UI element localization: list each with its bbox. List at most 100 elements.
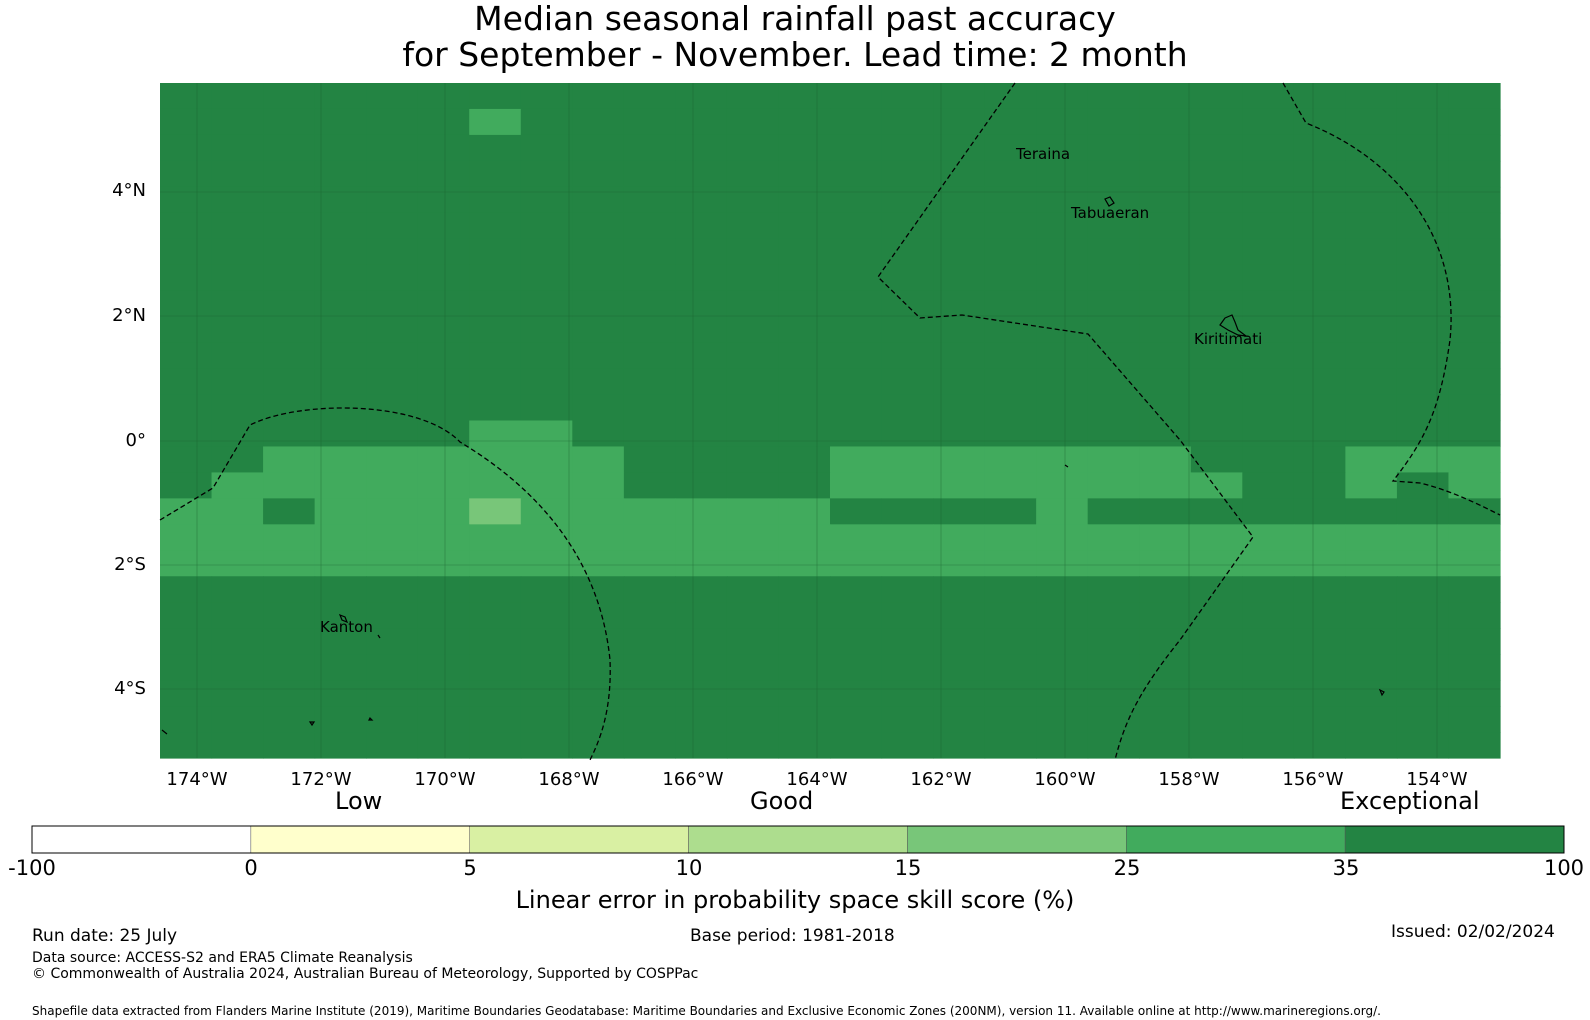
skill-cell — [933, 264, 986, 292]
skill-cell — [881, 472, 934, 499]
skill-cell — [314, 238, 367, 266]
skill-cell — [623, 186, 676, 214]
skill-cell — [933, 134, 986, 162]
skill-cell — [1345, 524, 1398, 551]
skill-cell — [675, 134, 728, 162]
skill-cell — [469, 134, 522, 162]
skill-cell — [726, 342, 780, 370]
skill-cell — [1396, 706, 1450, 733]
skill-cell — [314, 108, 367, 136]
skill-cell — [623, 498, 676, 525]
skill-cell — [314, 706, 367, 733]
skill-cell — [366, 108, 419, 136]
skill-cell — [1396, 732, 1450, 759]
skill-cell — [1087, 498, 1140, 525]
skill-cell — [1293, 212, 1346, 240]
skill-cell — [830, 394, 883, 422]
skill-cell — [314, 654, 367, 681]
skill-cell — [263, 420, 316, 448]
skill-cell — [520, 498, 573, 525]
skill-cell — [778, 420, 831, 448]
skill-cell — [366, 654, 419, 681]
skill-cell — [1293, 550, 1346, 577]
skill-cell — [1396, 160, 1450, 188]
skill-cell — [933, 628, 986, 655]
skill-cell — [675, 472, 728, 499]
skill-cell — [778, 264, 831, 292]
skill-cell — [1087, 134, 1140, 162]
skill-cell — [830, 212, 883, 240]
skill-cell — [520, 602, 573, 629]
skill-cell — [1139, 654, 1192, 681]
skill-cell — [1242, 108, 1295, 136]
skill-cell — [623, 160, 676, 188]
skill-cell — [1242, 524, 1295, 551]
skill-cell — [1242, 186, 1295, 214]
skill-cell — [1036, 290, 1089, 318]
skill-cell — [263, 264, 316, 292]
skill-cell — [366, 212, 419, 240]
skill-cell — [726, 602, 780, 629]
small-island-2 — [308, 721, 316, 727]
skill-cell — [675, 160, 728, 188]
skill-cell — [211, 732, 264, 759]
skill-cell — [984, 498, 1037, 525]
skill-cell — [675, 368, 728, 396]
skill-cell — [572, 732, 625, 759]
skill-cell — [314, 472, 367, 499]
skill-cell — [1448, 368, 1501, 396]
skill-cell — [623, 238, 676, 266]
skill-cell — [1036, 186, 1089, 214]
skill-cell — [211, 212, 264, 240]
skill-cell — [984, 264, 1037, 292]
skill-cell — [1293, 160, 1346, 188]
skill-cell — [314, 134, 367, 162]
skill-cell — [1396, 420, 1450, 448]
skill-cell — [417, 706, 470, 733]
skill-cell — [1139, 732, 1192, 759]
skill-cell — [366, 498, 419, 525]
skill-cell — [1139, 602, 1192, 629]
skill-cell — [984, 212, 1037, 240]
skill-cell — [1242, 420, 1295, 448]
skill-cell — [417, 472, 470, 499]
skill-cell — [1139, 264, 1192, 292]
skill-cell — [933, 290, 986, 318]
skill-cell — [1087, 368, 1140, 396]
skill-cell — [1242, 134, 1295, 162]
skill-cell — [469, 212, 522, 240]
skill-cell — [1345, 238, 1398, 266]
skill-cell — [1087, 290, 1140, 318]
skill-cell — [469, 472, 522, 499]
skill-cell — [623, 706, 676, 733]
lat-tick-4s: 4°S — [114, 678, 146, 699]
skill-cell — [366, 524, 419, 551]
skill-cell — [778, 732, 831, 759]
skill-cell — [520, 134, 573, 162]
skill-cell — [1345, 654, 1398, 681]
skill-cell — [417, 602, 470, 629]
skill-cell — [417, 186, 470, 214]
skill-cell — [1448, 602, 1501, 629]
skill-cell — [830, 550, 883, 577]
skill-cell — [417, 394, 470, 422]
skill-cell — [623, 550, 676, 577]
skill-cell — [830, 498, 883, 525]
map-title-line2: for September - November. Lead time: 2 m… — [402, 35, 1188, 74]
skill-cell — [778, 628, 831, 655]
skill-cell — [1242, 368, 1295, 396]
skill-cell — [984, 550, 1037, 577]
skill-cell — [1087, 186, 1140, 214]
skill-cell — [160, 83, 213, 110]
skill-cell — [469, 394, 522, 422]
skill-cell — [1293, 238, 1346, 266]
skill-cell — [1293, 628, 1346, 655]
skill-cell — [1139, 628, 1192, 655]
skill-cell — [160, 186, 213, 214]
skill-cell — [623, 83, 676, 110]
skill-cell — [160, 264, 213, 292]
skill-cell — [830, 654, 883, 681]
data-source: Data source: ACCESS-S2 and ERA5 Climate … — [32, 950, 413, 966]
skill-cell — [1345, 550, 1398, 577]
skill-cell — [881, 316, 934, 344]
